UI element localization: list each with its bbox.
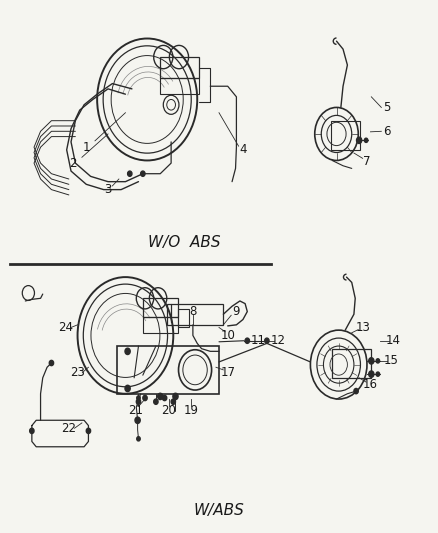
- Circle shape: [49, 360, 53, 366]
- Circle shape: [137, 396, 140, 400]
- Circle shape: [158, 393, 163, 400]
- Text: 15: 15: [384, 354, 398, 367]
- Text: 7: 7: [363, 155, 371, 168]
- Bar: [117, 346, 219, 394]
- Circle shape: [357, 137, 362, 143]
- Circle shape: [376, 372, 380, 376]
- Text: W/ABS: W/ABS: [194, 503, 244, 518]
- Bar: [143, 298, 178, 317]
- Text: 8: 8: [189, 305, 197, 318]
- Text: 9: 9: [233, 305, 240, 318]
- Bar: [167, 304, 223, 325]
- Circle shape: [265, 338, 269, 343]
- Text: 20: 20: [162, 404, 177, 417]
- Circle shape: [364, 138, 368, 142]
- Text: 11: 11: [251, 334, 266, 347]
- Text: 4: 4: [239, 143, 247, 156]
- Text: 22: 22: [61, 422, 76, 435]
- Circle shape: [154, 399, 158, 405]
- Circle shape: [127, 171, 132, 176]
- Text: 2: 2: [70, 157, 77, 169]
- Text: 16: 16: [363, 378, 378, 391]
- Circle shape: [135, 417, 140, 423]
- Text: 23: 23: [70, 366, 85, 379]
- Text: W/O  ABS: W/O ABS: [148, 235, 220, 250]
- Bar: [143, 317, 178, 333]
- Text: 1: 1: [82, 141, 90, 154]
- Text: 17: 17: [220, 366, 235, 379]
- Circle shape: [30, 428, 34, 433]
- Text: 19: 19: [183, 404, 198, 417]
- Text: 5: 5: [383, 101, 390, 114]
- Text: 21: 21: [128, 404, 143, 417]
- Bar: [332, 349, 371, 378]
- Text: 14: 14: [385, 334, 401, 347]
- Text: 13: 13: [355, 321, 370, 334]
- Circle shape: [125, 348, 130, 354]
- Text: 10: 10: [220, 329, 235, 342]
- Circle shape: [143, 395, 147, 401]
- Circle shape: [376, 359, 380, 363]
- Circle shape: [173, 393, 178, 400]
- Circle shape: [369, 358, 374, 364]
- Text: 24: 24: [58, 321, 73, 334]
- Text: 3: 3: [104, 183, 112, 196]
- Bar: [178, 309, 188, 327]
- Bar: [331, 120, 360, 150]
- Bar: [160, 57, 199, 78]
- Text: 6: 6: [383, 125, 390, 138]
- Circle shape: [136, 399, 141, 405]
- Bar: [160, 78, 199, 94]
- Circle shape: [86, 428, 91, 433]
- Circle shape: [369, 371, 374, 377]
- Circle shape: [137, 437, 140, 441]
- Circle shape: [354, 389, 358, 394]
- Text: 12: 12: [270, 334, 285, 347]
- Circle shape: [141, 171, 145, 176]
- Circle shape: [162, 395, 167, 401]
- Circle shape: [171, 399, 176, 405]
- Circle shape: [245, 338, 250, 343]
- Circle shape: [125, 385, 130, 392]
